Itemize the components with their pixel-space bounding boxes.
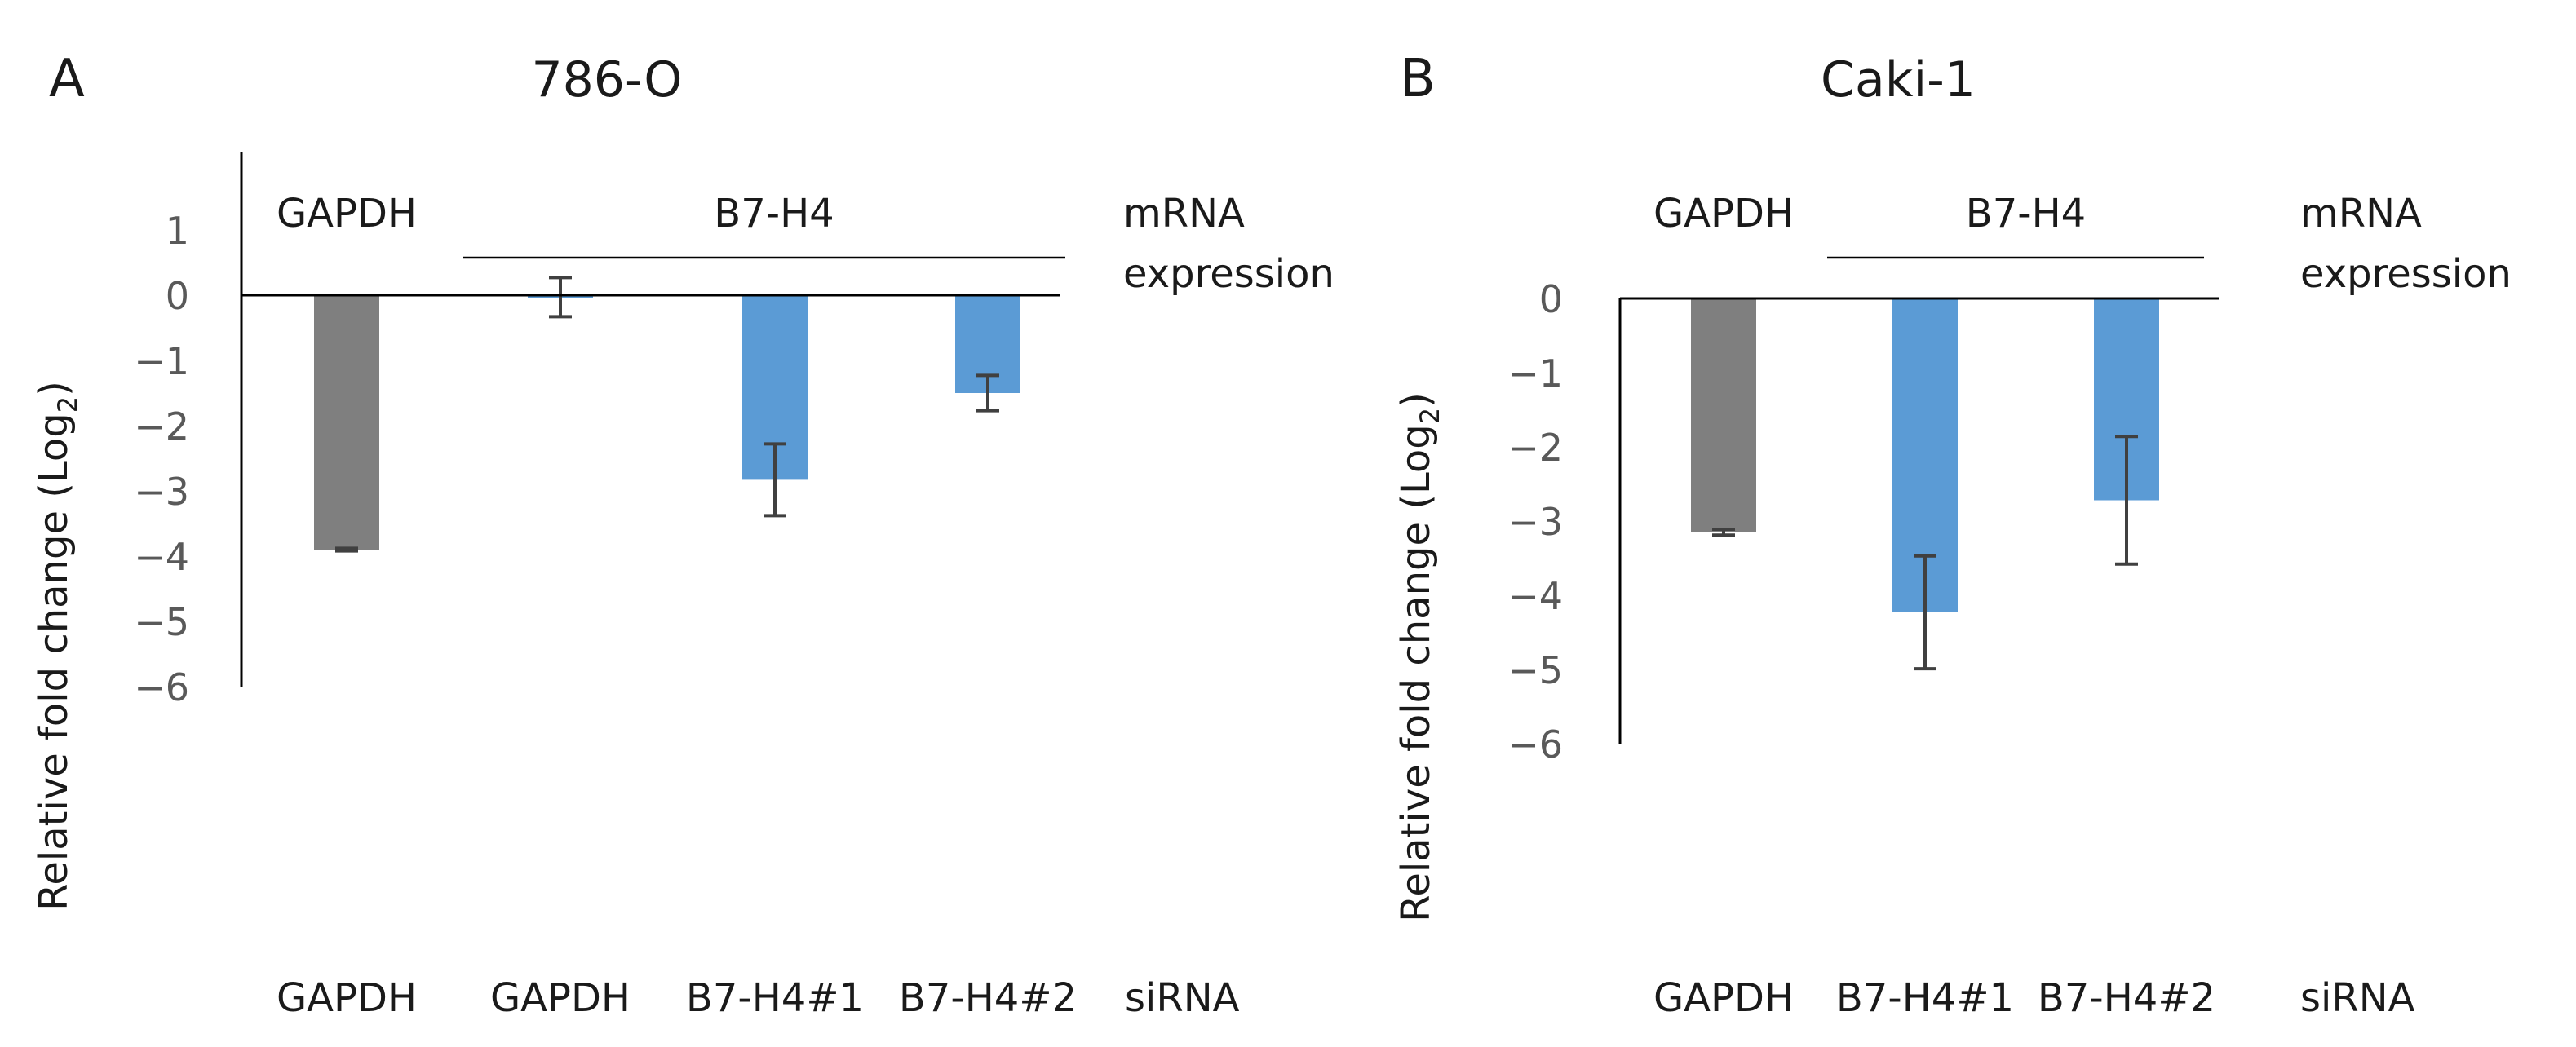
panel-b-category-label: B7-H4#2 (2038, 975, 2215, 1021)
panel-a-sirna-label: siRNA (1125, 975, 1240, 1021)
panel-b-ylabel-end: ) (1393, 392, 1439, 408)
panel-b-letter: B (1400, 49, 1436, 109)
panel-a-mrna-group-label: B7-H4 (714, 191, 834, 236)
panel-a: A 786-O Relative fold change (Log2) mRNA… (31, 49, 1334, 1021)
panel-a-category-label: B7-H4#2 (899, 975, 1077, 1021)
panel-a-ylabel-sub: 2 (52, 396, 83, 413)
panel-b-ytick-label: −1 (1507, 351, 1563, 395)
panel-b: B Caki-1 Relative fold change (Log2) mRN… (1393, 49, 2512, 1021)
panel-b-ytick-label: 0 (1539, 277, 1563, 321)
panel-a-category-label: B7-H4#1 (686, 975, 864, 1021)
panel-a-category-label: GAPDH (277, 975, 417, 1021)
panel-a-ytick-label: −2 (134, 404, 189, 448)
panel-a-bar (314, 295, 379, 550)
panel-b-mrna-group-label: GAPDH (1653, 191, 1794, 236)
panel-b-sirna-label: siRNA (2300, 975, 2415, 1021)
panel-a-mrna-label-1: mRNA (1123, 191, 1245, 236)
panel-a-ylabel-main: Relative fold change (Log (31, 413, 77, 911)
panel-a-letter: A (49, 49, 85, 109)
panel-a-ytick-label: 0 (166, 274, 189, 318)
panel-b-ytick-label: −3 (1507, 500, 1563, 544)
panel-b-ytick-label: −5 (1507, 648, 1563, 692)
panel-b-ylabel-main: Relative fold change (Log (1393, 424, 1439, 922)
panel-a-ytick-label: −5 (134, 600, 189, 644)
panel-b-mrna-label-1: mRNA (2300, 191, 2422, 236)
panel-a-plot: 1 0 −1 −2 −3 −4 −5 −6 GAPDH GAPDH B7-H4#1 B7-H4#2 GA… (134, 152, 1077, 1021)
panel-a-ylabel-end: ) (31, 381, 77, 396)
panel-b-ytick-label: −4 (1507, 574, 1563, 618)
panel-b-ylabel: Relative fold change (Log2) (1393, 392, 1445, 922)
panel-b-plot: 0 −1 −2 −3 −4 −5 −6 GAPDH B7-H4#1 B7-H4#2 GAPDH B7-… (1507, 191, 2219, 1021)
panel-a-ytick-label: 1 (166, 209, 189, 253)
panel-a-mrna-label-2: expression (1123, 251, 1334, 297)
panel-b-ylabel-sub: 2 (1414, 408, 1445, 424)
panel-a-ytick-label: −4 (134, 535, 189, 579)
panel-b-mrna-group-label: B7-H4 (1966, 191, 2086, 236)
panel-b-title: Caki-1 (1821, 51, 1976, 108)
panel-b-ytick-label: −6 (1507, 722, 1563, 766)
panel-b-mrna-label-2: expression (2300, 251, 2512, 297)
panel-a-title: 786-O (531, 51, 682, 108)
panel-a-mrna-group-label: GAPDH (277, 191, 417, 236)
panel-b-category-label: B7-H4#1 (1836, 975, 2014, 1021)
panel-b-category-label: GAPDH (1653, 975, 1794, 1021)
panel-a-category-label: GAPDH (490, 975, 631, 1021)
panel-b-bar (1691, 298, 1756, 532)
panel-a-ylabel: Relative fold change (Log2) (31, 381, 83, 911)
panel-a-ytick-label: −1 (134, 339, 189, 383)
panel-a-ytick-label: −6 (134, 665, 189, 709)
panel-a-ytick-label: −3 (134, 470, 189, 514)
panel-b-ytick-label: −2 (1507, 426, 1563, 470)
